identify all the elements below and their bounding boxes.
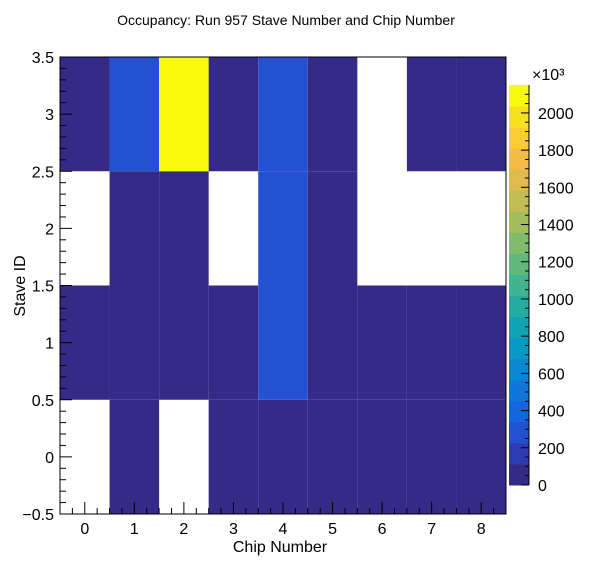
palette-swatch (509, 106, 529, 128)
palette-tick-label: 0 (538, 478, 547, 495)
heatmap-cell (406, 57, 457, 172)
palette-tick-label: 1600 (538, 180, 574, 197)
heatmap-cell (307, 171, 358, 286)
heatmap-cell (109, 285, 160, 400)
heatmap-cell (208, 285, 259, 400)
heatmap-cell (109, 399, 160, 514)
palette-swatch (509, 127, 529, 149)
heatmap-cell (258, 285, 308, 400)
x-tick-label: 1 (130, 521, 139, 538)
heatmap-cell (159, 171, 209, 286)
heatmap-cell (307, 399, 358, 514)
heatmap-cells (60, 57, 506, 514)
palette-tick-label: 200 (538, 441, 565, 458)
palette-tick-label: 1800 (538, 143, 574, 160)
palette-swatch (509, 169, 529, 191)
chart-title: Occupancy: Run 957 Stave Number and Chip… (117, 12, 455, 28)
y-tick-label: 0 (45, 450, 54, 467)
palette-tick-label: 1200 (538, 255, 574, 272)
palette-swatch (509, 190, 529, 212)
palette-swatch (509, 148, 529, 170)
x-tick-label: 3 (229, 521, 238, 538)
palette-swatch (509, 232, 529, 254)
heatmap-cell (258, 171, 308, 286)
palette-tick-label: 600 (538, 366, 565, 383)
y-tick-label: 1 (45, 336, 54, 353)
x-tick-label: 5 (328, 521, 337, 538)
heatmap-cell (456, 57, 506, 172)
palette-tick-label: 2000 (538, 106, 574, 123)
palette-swatch (509, 337, 529, 360)
heatmap-cell (357, 399, 407, 514)
heatmap-cell (208, 399, 259, 514)
palette-swatch (509, 379, 529, 402)
y-tick-label: 2.5 (32, 164, 54, 181)
heatmap-cell (357, 285, 407, 400)
heatmap-cell (258, 57, 308, 172)
x-tick-label: 6 (378, 521, 387, 538)
palette-multiplier: ×10³ (532, 67, 565, 84)
x-tick-label: 0 (80, 521, 89, 538)
palette-tick-label: 400 (538, 404, 565, 421)
palette-tick-label: 800 (538, 329, 565, 346)
palette-swatch (509, 316, 529, 339)
y-tick-label: 0.5 (32, 393, 54, 410)
y-axis-title: Stave ID (12, 255, 29, 316)
heatmap-cell (406, 285, 457, 400)
y-tick-label: −0.5 (22, 507, 54, 524)
palette-swatch (509, 211, 529, 233)
y-tick-label: 3.5 (32, 50, 54, 67)
palette-swatch (509, 421, 529, 444)
palette-swatch (509, 85, 529, 107)
x-tick-label: 8 (477, 521, 486, 538)
y-tick-label: 2 (45, 221, 54, 238)
palette-swatch (509, 295, 529, 318)
palette-swatch (509, 274, 529, 297)
palette-swatch (509, 463, 529, 486)
x-axis-title: Chip Number (233, 539, 328, 556)
palette-swatch (509, 358, 529, 381)
heatmap-cell (258, 399, 308, 514)
x-tick-label: 2 (179, 521, 188, 538)
palette-swatch (509, 442, 529, 465)
heatmap-cell (159, 285, 209, 400)
y-tick-label: 1.5 (32, 279, 54, 296)
palette-swatch (509, 400, 529, 423)
palette-tick-label: 1000 (538, 292, 574, 309)
y-tick-label: 3 (45, 107, 54, 124)
heatmap-cell (208, 57, 259, 172)
palette-tick-label: 1400 (538, 218, 574, 235)
heatmap-cell (109, 57, 160, 172)
heatmap-cell (456, 399, 506, 514)
palette-swatch (509, 253, 529, 275)
heatmap-cell (109, 171, 160, 286)
x-tick-label: 7 (427, 521, 436, 538)
heatmap-cell (307, 285, 358, 400)
heatmap-cell (307, 57, 358, 172)
y-axis: −0.5 0 0.5 1 1.5 2 2.5 3 3.5 (22, 50, 72, 524)
x-tick-label: 4 (279, 521, 288, 538)
heatmap-cell (159, 57, 209, 172)
x-axis: 0 1 2 3 4 5 6 7 8 (59, 502, 507, 538)
heatmap-cell (456, 285, 506, 400)
color-palette: 0 200 400 600 800 1000 1200 1400 1600 1800 2000 (509, 85, 574, 495)
heatmap-cell (406, 399, 457, 514)
